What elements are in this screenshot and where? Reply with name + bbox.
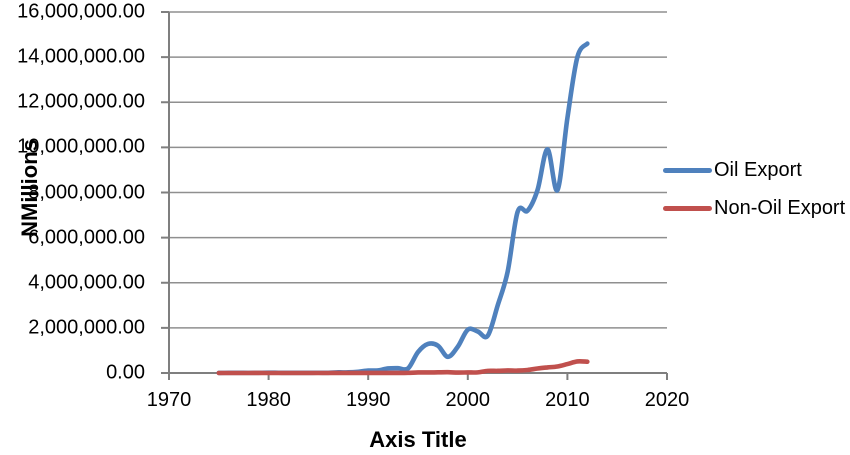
y-axis-title: NMillions bbox=[17, 139, 42, 237]
y-tick-label: 4,000,000.00 bbox=[28, 271, 145, 294]
x-axis-title: Axis Title bbox=[369, 427, 467, 452]
y-tick-label: 2,000,000.00 bbox=[28, 316, 145, 339]
x-tick-label: 2020 bbox=[644, 389, 690, 411]
legend-item: Non-Oil Export bbox=[663, 189, 845, 227]
x-tick-label: 2000 bbox=[445, 389, 491, 411]
series-line-non-oil-export bbox=[216, 358, 590, 376]
y-tick-label: 8,000,000.00 bbox=[28, 181, 145, 203]
y-tick-label: 0.00 bbox=[106, 361, 145, 384]
legend-label: Non-Oil Export bbox=[714, 196, 846, 219]
x-tick-label: 1990 bbox=[345, 389, 391, 411]
legend-label: Oil Export bbox=[714, 158, 802, 181]
legend-line-swatch bbox=[663, 167, 712, 173]
legend: Oil Export Non-Oil Export bbox=[663, 151, 845, 227]
legend-item: Oil Export bbox=[663, 151, 845, 189]
y-tick-label: 12,000,000.00 bbox=[17, 90, 145, 113]
y-tick-label: 10,000,000.00 bbox=[17, 135, 145, 158]
y-tick-label: 14,000,000.00 bbox=[17, 45, 145, 68]
x-tick-label: 2010 bbox=[545, 389, 590, 411]
x-tick-label: 1970 bbox=[146, 389, 192, 411]
y-tick-label: 6,000,000.00 bbox=[28, 226, 145, 249]
series-line-oil-export bbox=[216, 41, 590, 376]
y-tick-label: 16,000,000.00 bbox=[17, 0, 145, 23]
legend-line-swatch bbox=[663, 205, 712, 211]
x-tick-label: 1980 bbox=[246, 389, 291, 411]
